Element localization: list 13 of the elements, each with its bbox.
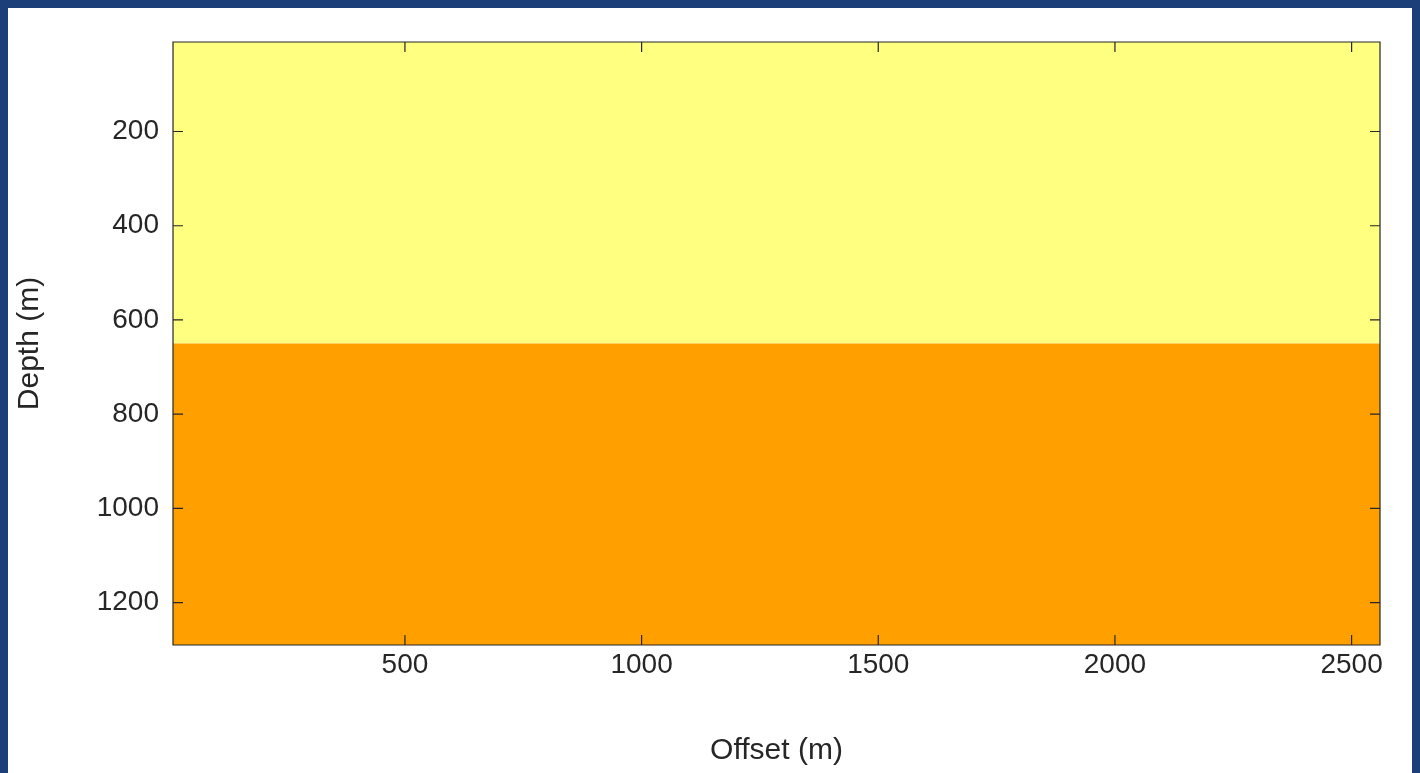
y-tick-label: 200 xyxy=(112,114,159,146)
x-tick-label: 1500 xyxy=(847,647,910,679)
y-tick-label: 1000 xyxy=(96,491,159,523)
y-tick-label: 400 xyxy=(112,208,159,240)
x-tick-label: 2500 xyxy=(1320,647,1383,679)
x-axis-title: Offset (m) xyxy=(710,732,843,766)
x-tick-label: 1000 xyxy=(610,647,673,679)
y-axis-title: Depth (m) xyxy=(11,276,45,411)
y-tick-label: 600 xyxy=(112,302,159,334)
y-tick-label: 1200 xyxy=(96,585,159,617)
y-tick-label: 800 xyxy=(112,396,159,428)
x-tick-label: 500 xyxy=(381,647,429,679)
x-tick-label: 2000 xyxy=(1083,647,1147,679)
